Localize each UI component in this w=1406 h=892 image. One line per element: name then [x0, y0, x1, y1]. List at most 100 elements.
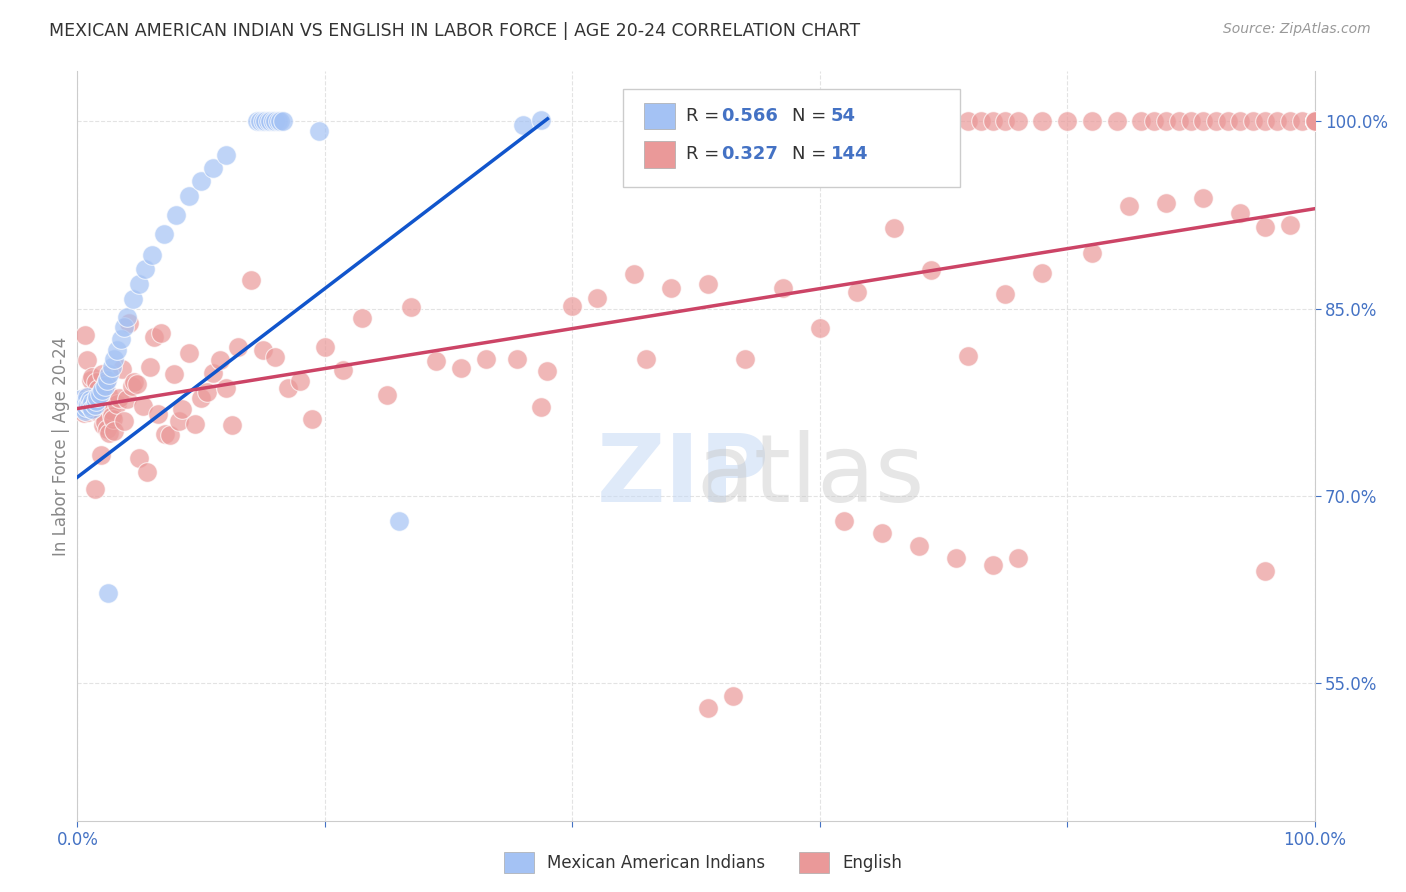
Point [267, 114, 290, 128]
Point [75, 390, 97, 404]
Point [834, 514, 856, 528]
Point [1031, 114, 1053, 128]
Point [277, 381, 299, 395]
Point [163, 367, 186, 381]
Point [84, 375, 107, 389]
Point [1303, 114, 1326, 128]
Point [132, 400, 155, 414]
Point [118, 316, 141, 330]
Point [122, 376, 145, 390]
Point [86, 390, 108, 404]
Point [80, 373, 103, 387]
Point [314, 340, 336, 354]
Point [1031, 266, 1053, 280]
Point [115, 392, 138, 406]
Point [530, 113, 553, 128]
Point [125, 376, 148, 391]
Point [135, 465, 157, 479]
Point [772, 281, 794, 295]
Point [907, 114, 929, 128]
Point [1143, 114, 1166, 128]
Point [1118, 199, 1140, 213]
Legend: Mexican American Indians, English: Mexican American Indians, English [498, 846, 908, 880]
Text: 144: 144 [831, 145, 869, 163]
Point [1007, 114, 1029, 128]
Point [1229, 205, 1251, 219]
Point [907, 539, 929, 553]
Y-axis label: In Labor Force | Age 20-24: In Labor Force | Age 20-24 [52, 336, 70, 556]
Point [79, 401, 101, 416]
Point [1303, 114, 1326, 128]
Point [734, 352, 756, 367]
Point [1154, 196, 1177, 211]
Point [91, 417, 114, 432]
Point [1303, 114, 1326, 128]
Point [190, 392, 212, 406]
Point [264, 114, 287, 128]
Point [1105, 114, 1128, 128]
Text: R =: R = [686, 107, 725, 125]
Point [1303, 114, 1326, 128]
Point [1205, 114, 1227, 128]
Point [697, 701, 720, 715]
Point [87, 382, 110, 396]
Point [1303, 114, 1326, 128]
Point [1303, 114, 1326, 128]
Point [153, 227, 176, 241]
Point [1081, 114, 1104, 128]
Point [150, 326, 173, 341]
Point [257, 114, 280, 128]
Point [128, 277, 150, 291]
Point [108, 391, 131, 405]
Point [75, 401, 97, 415]
Point [76, 390, 98, 404]
Point [1007, 551, 1029, 566]
Text: 0.327: 0.327 [721, 145, 778, 163]
Point [254, 114, 277, 128]
Point [72, 401, 94, 416]
Point [721, 689, 744, 703]
Point [73, 398, 96, 412]
Point [83, 482, 105, 496]
Point [122, 292, 145, 306]
Point [82, 370, 104, 384]
Point [94, 376, 117, 391]
Point [77, 405, 100, 419]
Point [73, 404, 96, 418]
Text: atlas: atlas [696, 430, 924, 522]
Point [920, 262, 942, 277]
Point [101, 360, 124, 375]
Point [659, 281, 682, 295]
Point [623, 267, 645, 281]
Point [1303, 114, 1326, 128]
Text: MEXICAN AMERICAN INDIAN VS ENGLISH IN LABOR FORCE | AGE 20-24 CORRELATION CHART: MEXICAN AMERICAN INDIAN VS ENGLISH IN LA… [49, 22, 860, 40]
Point [165, 208, 187, 222]
Point [474, 352, 496, 367]
Point [76, 353, 98, 368]
Point [1081, 245, 1104, 260]
Point [271, 114, 294, 128]
Point [97, 387, 120, 401]
Text: N =: N = [792, 107, 831, 125]
Point [91, 367, 114, 381]
Point [153, 426, 176, 441]
Point [70, 392, 93, 406]
Point [858, 114, 880, 128]
Point [221, 418, 243, 433]
Point [202, 161, 225, 175]
Point [134, 261, 156, 276]
Point [697, 277, 720, 291]
Point [139, 359, 162, 374]
Point [1056, 114, 1078, 128]
Point [388, 514, 411, 528]
Text: 0.566: 0.566 [721, 107, 778, 125]
Point [1303, 114, 1326, 128]
Point [112, 414, 135, 428]
Point [208, 353, 231, 368]
Point [177, 345, 200, 359]
Point [1278, 219, 1301, 233]
Point [93, 379, 115, 393]
Text: Source: ZipAtlas.com: Source: ZipAtlas.com [1223, 22, 1371, 37]
Point [981, 558, 1004, 572]
Point [332, 363, 354, 377]
